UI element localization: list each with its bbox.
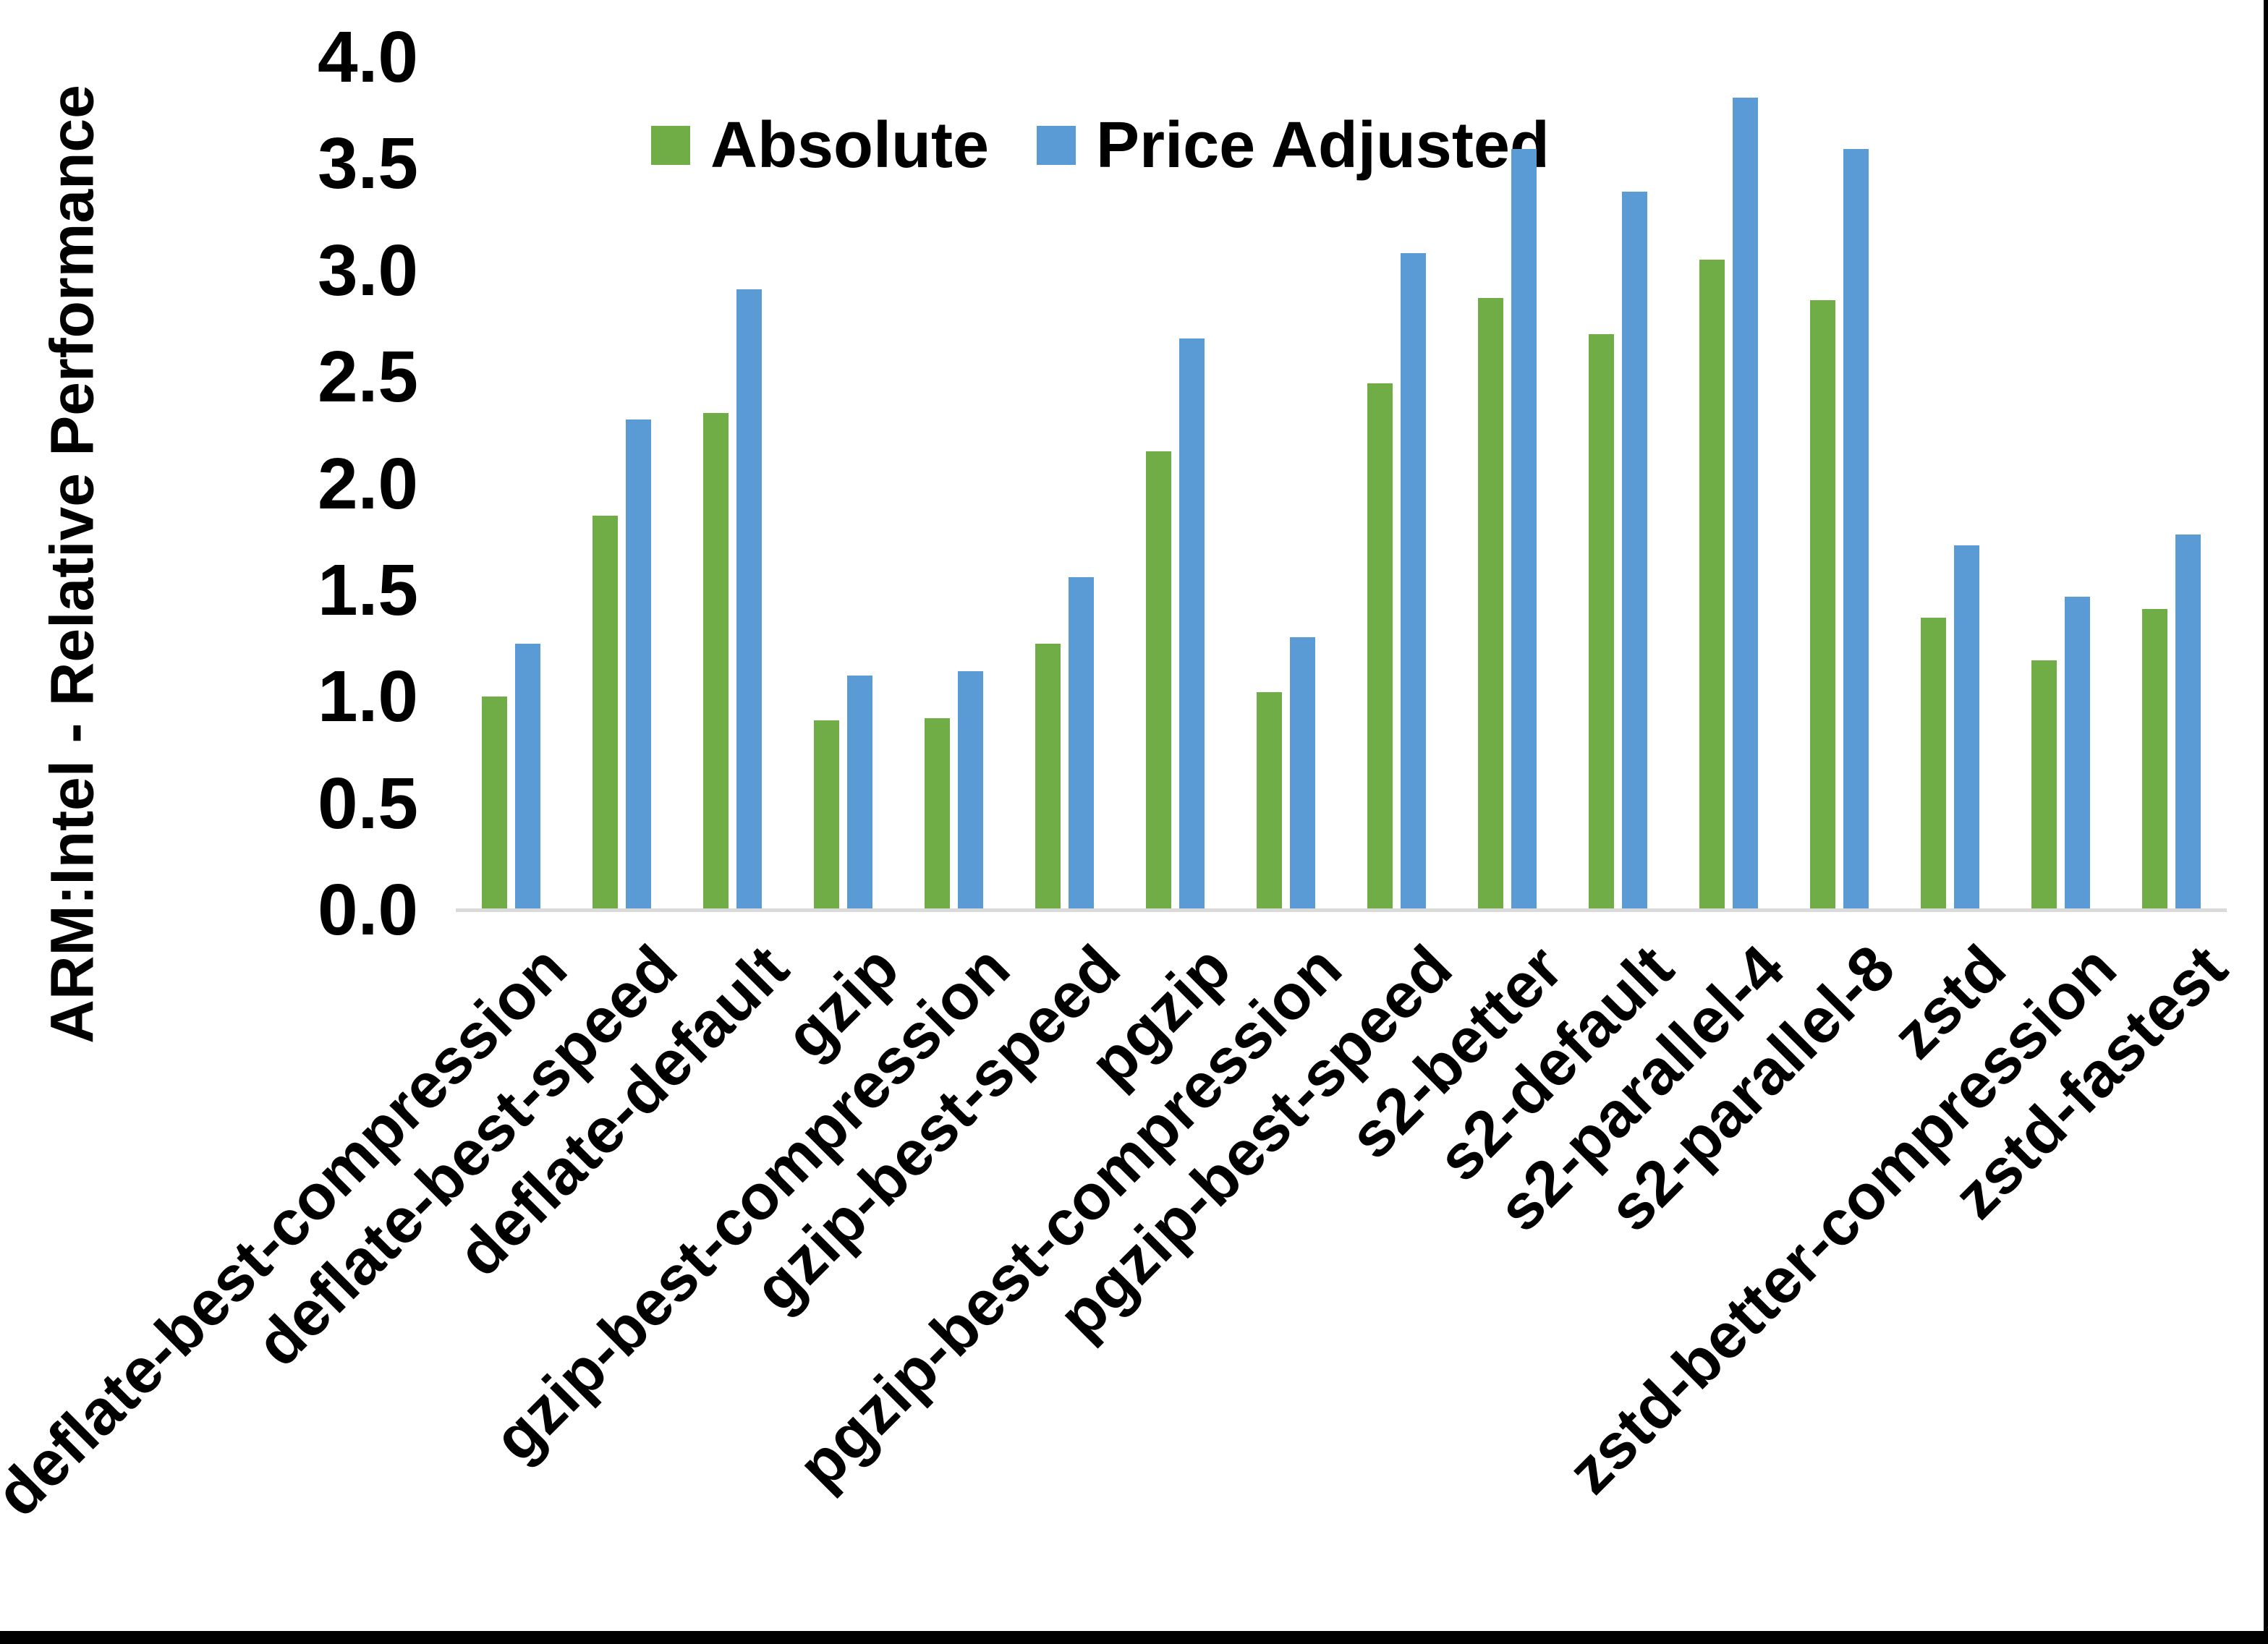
legend-label: Absolute — [710, 109, 990, 182]
bar-price-adjusted-zstd-better-compression — [2064, 596, 2090, 910]
x-axis-line — [456, 908, 2227, 912]
bar-price-adjusted-s2-default — [1621, 191, 1647, 910]
bar-absolute-gzip-best-compression — [924, 717, 950, 910]
bar-absolute-zstd-better-compression — [2031, 660, 2057, 910]
y-tick-2-0: 2.0 — [317, 443, 418, 524]
y-tick-1-5: 1.5 — [317, 549, 418, 631]
bar-price-adjusted-s2-better — [1511, 148, 1537, 910]
y-tick-0-0: 0.0 — [317, 869, 418, 950]
y-tick-4-0: 4.0 — [317, 17, 418, 98]
bar-absolute-deflate-best-speed — [592, 515, 618, 910]
bar-price-adjusted-pgzip — [1178, 338, 1205, 910]
bar-absolute-deflate-best-compression — [481, 697, 507, 910]
legend-item-price-adjusted: Price Adjusted — [1037, 113, 1550, 178]
y-tick-0-5: 0.5 — [317, 762, 418, 844]
bar-price-adjusted-gzip — [846, 675, 872, 910]
y-tick-3-0: 3.0 — [317, 229, 418, 311]
bar-absolute-pgzip-best-speed — [1367, 383, 1393, 910]
legend-swatch-icon — [651, 126, 690, 165]
bar-absolute-s2-better — [1477, 298, 1503, 910]
legend-swatch-icon — [1037, 126, 1076, 165]
bar-price-adjusted-s2-parallel-4 — [1732, 98, 1758, 910]
bar-price-adjusted-deflate-best-compression — [514, 643, 540, 910]
legend: Absolute Price Adjusted — [651, 113, 1550, 178]
bar-absolute-pgzip — [1145, 451, 1171, 910]
bar-price-adjusted-deflate-default — [736, 289, 762, 910]
bar-price-adjusted-gzip-best-compression — [957, 670, 983, 910]
bar-absolute-zstd — [1920, 618, 1946, 910]
bar-absolute-s2-parallel-8 — [1809, 300, 1835, 910]
bar-absolute-s2-default — [1588, 334, 1614, 910]
bar-price-adjusted-s2-parallel-8 — [1843, 148, 1869, 910]
bar-absolute-s2-parallel-4 — [1699, 260, 1725, 910]
y-tick-3-5: 3.5 — [317, 123, 418, 205]
bar-price-adjusted-deflate-best-speed — [625, 419, 651, 910]
y-axis-title: ARM:Intel - Relative Performance — [38, 85, 106, 1044]
bar-absolute-gzip — [813, 720, 839, 910]
bar-price-adjusted-pgzip-best-compression — [1289, 636, 1315, 910]
bar-price-adjusted-zstd — [1953, 545, 1979, 910]
bar-absolute-zstd-fastest — [2141, 609, 2167, 910]
bar-absolute-pgzip-best-compression — [1256, 692, 1282, 910]
bar-price-adjusted-zstd-fastest — [2175, 534, 2201, 910]
screenshot-bottom-border — [0, 1631, 2268, 1644]
bar-absolute-gzip-best-speed — [1035, 643, 1061, 910]
screenshot-right-border — [2264, 0, 2268, 1644]
bar-price-adjusted-gzip-best-speed — [1068, 577, 1094, 910]
bar-price-adjusted-pgzip-best-speed — [1400, 253, 1426, 910]
y-tick-1-0: 1.0 — [317, 656, 418, 738]
bar-absolute-deflate-default — [702, 413, 729, 910]
legend-label: Price Adjusted — [1096, 109, 1550, 182]
legend-item-absolute: Absolute — [651, 113, 989, 178]
y-tick-2-5: 2.5 — [317, 336, 418, 418]
